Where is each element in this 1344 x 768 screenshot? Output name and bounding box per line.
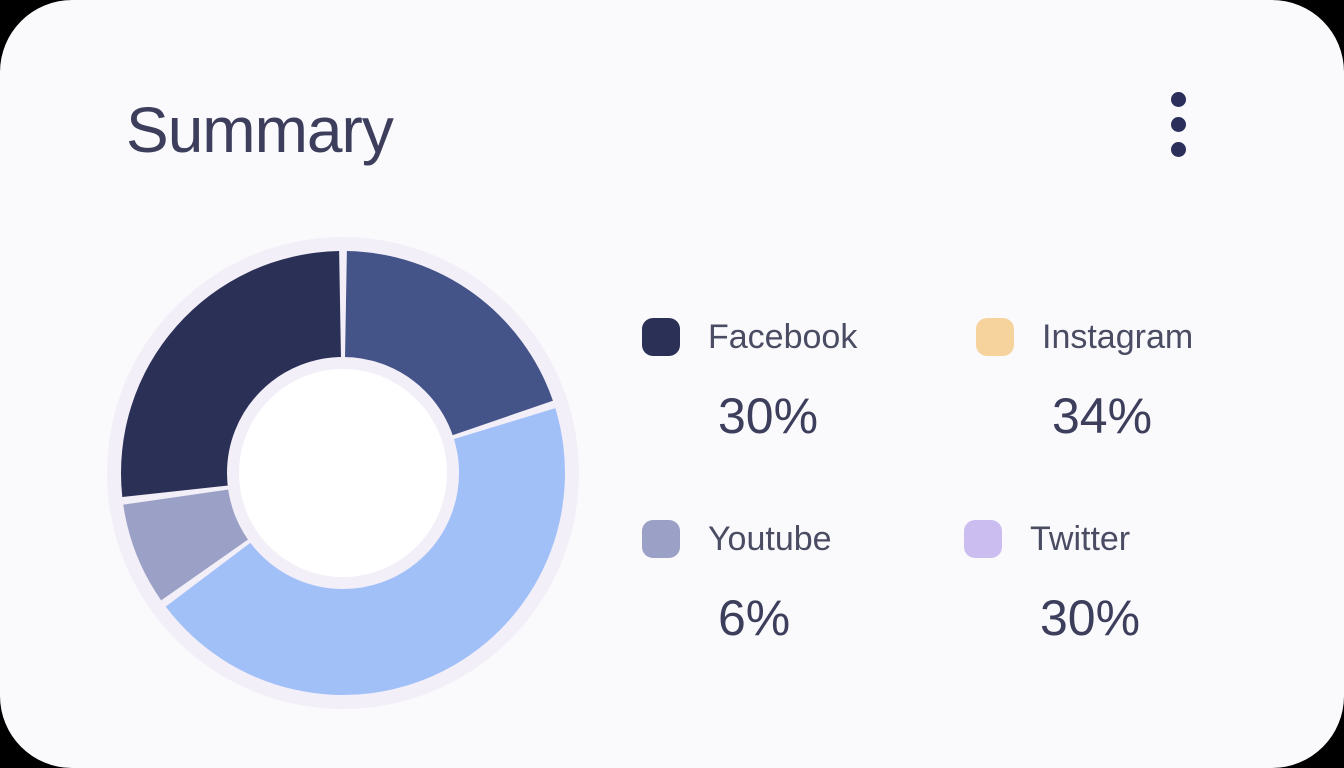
legend-value: 30% — [1040, 590, 1141, 646]
legend-label: Instagram — [1042, 318, 1194, 356]
more-vertical-icon[interactable] — [1158, 84, 1198, 164]
legend-value: 34% — [1052, 388, 1153, 444]
menu-dot — [1170, 116, 1186, 132]
legend-value: 30% — [718, 388, 819, 444]
legend-label: Facebook — [708, 318, 858, 356]
menu-dot — [1170, 141, 1186, 157]
legend-label: Youtube — [708, 520, 832, 558]
legend-swatch-twitter — [964, 520, 1002, 558]
legend-label: Twitter — [1030, 520, 1131, 558]
legend-swatch-instagram — [976, 318, 1014, 356]
legend-item-facebook: Facebook 30% — [642, 308, 902, 448]
donut-chart — [107, 237, 579, 709]
donut-hole — [227, 357, 459, 589]
donut-segment-facebook — [344, 251, 553, 437]
legend-swatch-youtube — [642, 520, 680, 558]
legend-item-twitter: Twitter 30% — [964, 510, 1224, 650]
donut-segment-instagram — [165, 408, 565, 695]
donut-segment-youtube — [123, 488, 252, 601]
legend-item-youtube: Youtube 6% — [642, 510, 902, 650]
card-title: Summary — [126, 94, 394, 166]
donut-segment-twitter — [121, 251, 342, 497]
legend-item-instagram: Instagram 34% — [976, 308, 1236, 448]
legend-swatch-facebook — [642, 318, 680, 356]
legend-value: 6% — [718, 590, 791, 646]
menu-dot — [1170, 91, 1186, 107]
